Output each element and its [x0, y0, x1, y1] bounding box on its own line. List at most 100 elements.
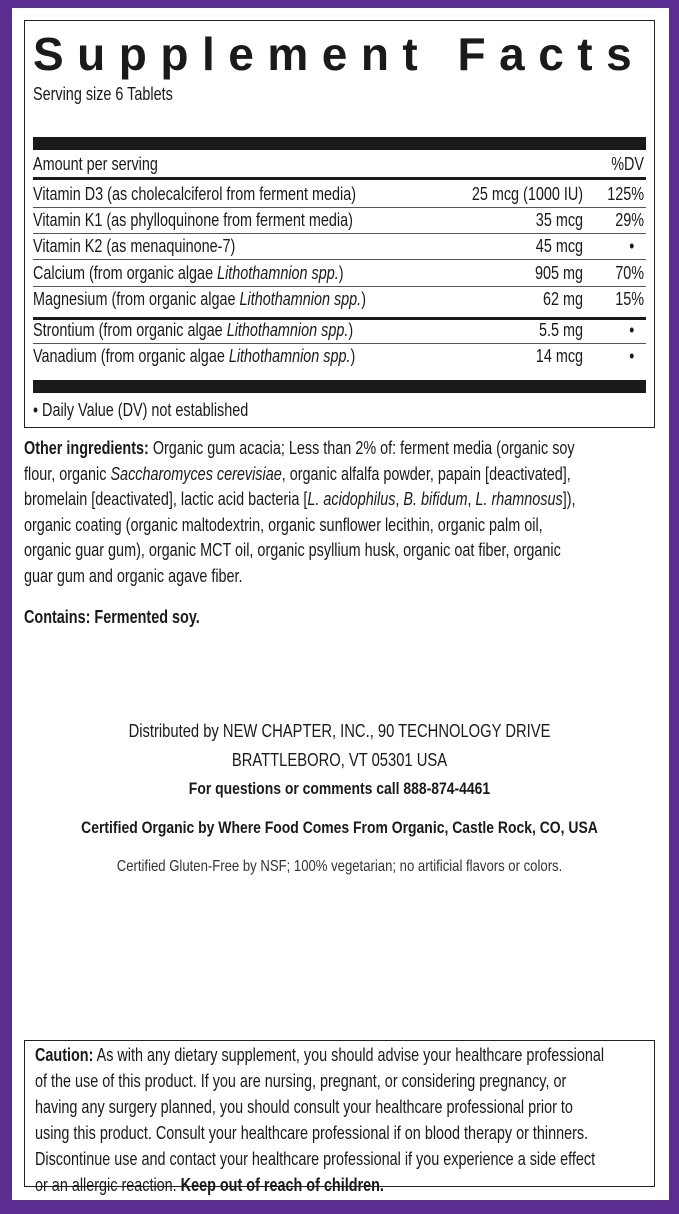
nutrient-dv: • — [628, 346, 634, 367]
text-segment: or an allergic reaction. — [35, 1175, 181, 1195]
bold-text: Other ingredients: — [24, 438, 149, 458]
serving-size: Serving size 6 Tablets — [33, 84, 173, 104]
ingredients-line: Other ingredients: Organic gum acacia; L… — [24, 436, 575, 462]
nutrient-dv: 29% — [615, 210, 644, 231]
bold-text: Keep out of reach of children. — [180, 1175, 384, 1195]
ingredients-line: flour, organic Saccharomyces cerevisiae,… — [24, 462, 571, 488]
nutrient-name: Vanadium (from organic algae Lithothamni… — [33, 345, 355, 367]
row-divider — [33, 233, 646, 235]
text-segment: , — [467, 489, 476, 509]
nutrient-name: Strontium (from organic algae Lithothamn… — [33, 319, 353, 341]
text-segment: ) — [361, 288, 366, 309]
row-divider — [33, 207, 646, 208]
nutrient-label: Vitamin K2 — [33, 236, 103, 257]
nutrient-amount: 905 mg — [534, 262, 583, 283]
italic-text: Lithothamnion spp. — [239, 288, 362, 309]
facts-title: Supplement Facts — [33, 28, 646, 80]
caution-line: Discontinue use and contact your healthc… — [35, 1146, 595, 1172]
nutrient-label: Magnesium — [33, 288, 108, 309]
text-segment: (from organic algae — [94, 320, 227, 340]
nutrient-amount: 35 mcg — [535, 210, 583, 231]
group-divider — [33, 317, 646, 320]
nutrient-label: Strontium — [33, 320, 95, 340]
row-divider — [33, 259, 646, 261]
nutrient-amount: 62 mg — [542, 288, 583, 309]
contains-allergens: Contains: Fermented soy. — [24, 607, 200, 627]
text-segment: (from organic algae — [85, 262, 218, 283]
caution-line: or an allergic reaction. Keep out of rea… — [35, 1172, 384, 1198]
nutrient-name: Magnesium (from organic algae Lithothamn… — [33, 288, 366, 310]
nutrient-name: Vitamin K1 (as phylloquinone from fermen… — [33, 209, 353, 231]
dv-footnote: • Daily Value (DV) not established — [33, 400, 249, 420]
header-divider — [33, 177, 646, 180]
text-segment: ) — [348, 320, 354, 340]
bold-text: Caution: — [35, 1045, 94, 1065]
italic-text: Lithothamnion spp. — [228, 346, 351, 367]
text-segment: organic coating (organic maltodextrin, o… — [24, 514, 543, 535]
text-segment: (as menaquinone-7) — [102, 236, 236, 257]
nutrient-amount: 25 mcg (1000 IU) — [471, 184, 583, 204]
nutrient-amount: 45 mcg — [535, 236, 583, 257]
distributor-line-2: BRATTLEBORO, VT 05301 USA — [231, 750, 448, 770]
supplement-facts-box: Supplement Facts Serving size 6 Tablets … — [24, 20, 655, 428]
text-segment: using this product. Consult your healthc… — [35, 1123, 589, 1143]
italic-text: Lithothamnion spp. — [226, 320, 349, 340]
text-segment: organic guar gum), organic MCT oil, orga… — [24, 540, 561, 560]
header-amount: Amount per serving — [33, 154, 158, 174]
nutrient-amount: 5.5 mg — [538, 320, 583, 340]
text-segment: Organic gum acacia; Less than 2% of: fer… — [148, 438, 575, 458]
nutrient-label: Vanadium — [33, 346, 97, 367]
text-segment: flour, organic — [24, 463, 111, 484]
italic-text: Lithothamnion spp. — [217, 262, 339, 283]
nutrient-label: Calcium — [33, 262, 86, 283]
italic-text: L. rhamnosus — [475, 489, 563, 509]
nutrient-dv: 15% — [615, 288, 644, 309]
text-segment: (from organic algae — [107, 288, 240, 309]
nutrient-amount: 14 mcg — [535, 346, 583, 367]
text-segment: (as phylloquinone from ferment media) — [102, 210, 353, 231]
nutrient-label: Vitamin D3 — [33, 184, 104, 204]
nutrient-label: Vitamin K1 — [33, 210, 103, 231]
nutrient-dv: • — [628, 236, 634, 257]
gluten-free-statement: Certified Gluten-Free by NSF; 100% veget… — [116, 858, 563, 875]
label-panel — [12, 8, 669, 1200]
row-divider — [33, 285, 646, 287]
caution-line: having any surgery planned, you should c… — [35, 1094, 573, 1120]
ingredients-line: organic guar gum), organic MCT oil, orga… — [24, 538, 561, 564]
certified-organic: Certified Organic by Where Food Comes Fr… — [81, 818, 598, 837]
text-segment: bromelain [deactivated], lactic acid bac… — [24, 489, 308, 509]
nutrient-dv: 125% — [607, 184, 644, 204]
nutrient-name: Calcium (from organic algae Lithothamnio… — [33, 262, 344, 284]
text-segment: ]), — [562, 489, 576, 509]
italic-text: L. acidophilus — [307, 489, 396, 509]
row-divider — [33, 343, 646, 344]
text-segment: Discontinue use and contact your healthc… — [35, 1149, 596, 1169]
nutrient-name: Vitamin K2 (as menaquinone-7) — [33, 235, 235, 257]
ingredients-line: organic coating (organic maltodextrin, o… — [24, 513, 543, 539]
text-segment: having any surgery planned, you should c… — [35, 1097, 573, 1117]
italic-text: B. bifidum — [403, 489, 468, 509]
text-segment: of the use of this product. If you are n… — [35, 1071, 567, 1091]
thick-divider — [33, 137, 646, 150]
distributor-line-1: Distributed by NEW CHAPTER, INC., 90 TEC… — [128, 721, 551, 741]
caution-box: Caution: As with any dietary supplement,… — [24, 1040, 655, 1195]
caution-line: Caution: As with any dietary supplement,… — [35, 1042, 604, 1068]
thick-divider-bottom — [33, 380, 646, 393]
text-segment: ) — [350, 346, 356, 367]
text-segment: , organic alfalfa powder, papain [deacti… — [281, 463, 571, 484]
text-segment: ) — [338, 262, 344, 283]
ingredients-line: guar gum and organic agave fiber. — [24, 564, 243, 590]
header-dv: %DV — [611, 154, 644, 174]
text-segment: (as cholecalciferol from ferment media) — [103, 184, 357, 204]
nutrient-dv: • — [628, 320, 634, 340]
ingredients-line: bromelain [deactivated], lactic acid bac… — [24, 487, 576, 513]
italic-text: Saccharomyces cerevisiae — [110, 463, 282, 484]
text-segment: , — [395, 489, 404, 509]
nutrient-dv: 70% — [615, 262, 644, 283]
text-segment: guar gum and organic agave fiber. — [24, 565, 243, 586]
caution-line: of the use of this product. If you are n… — [35, 1068, 566, 1094]
caution-line: using this product. Consult your healthc… — [35, 1120, 588, 1146]
contact-phone: For questions or comments call 888-874-4… — [188, 779, 491, 798]
text-segment: As with any dietary supplement, you shou… — [93, 1045, 605, 1065]
nutrient-name: Vitamin D3 (as cholecalciferol from ferm… — [33, 183, 356, 205]
